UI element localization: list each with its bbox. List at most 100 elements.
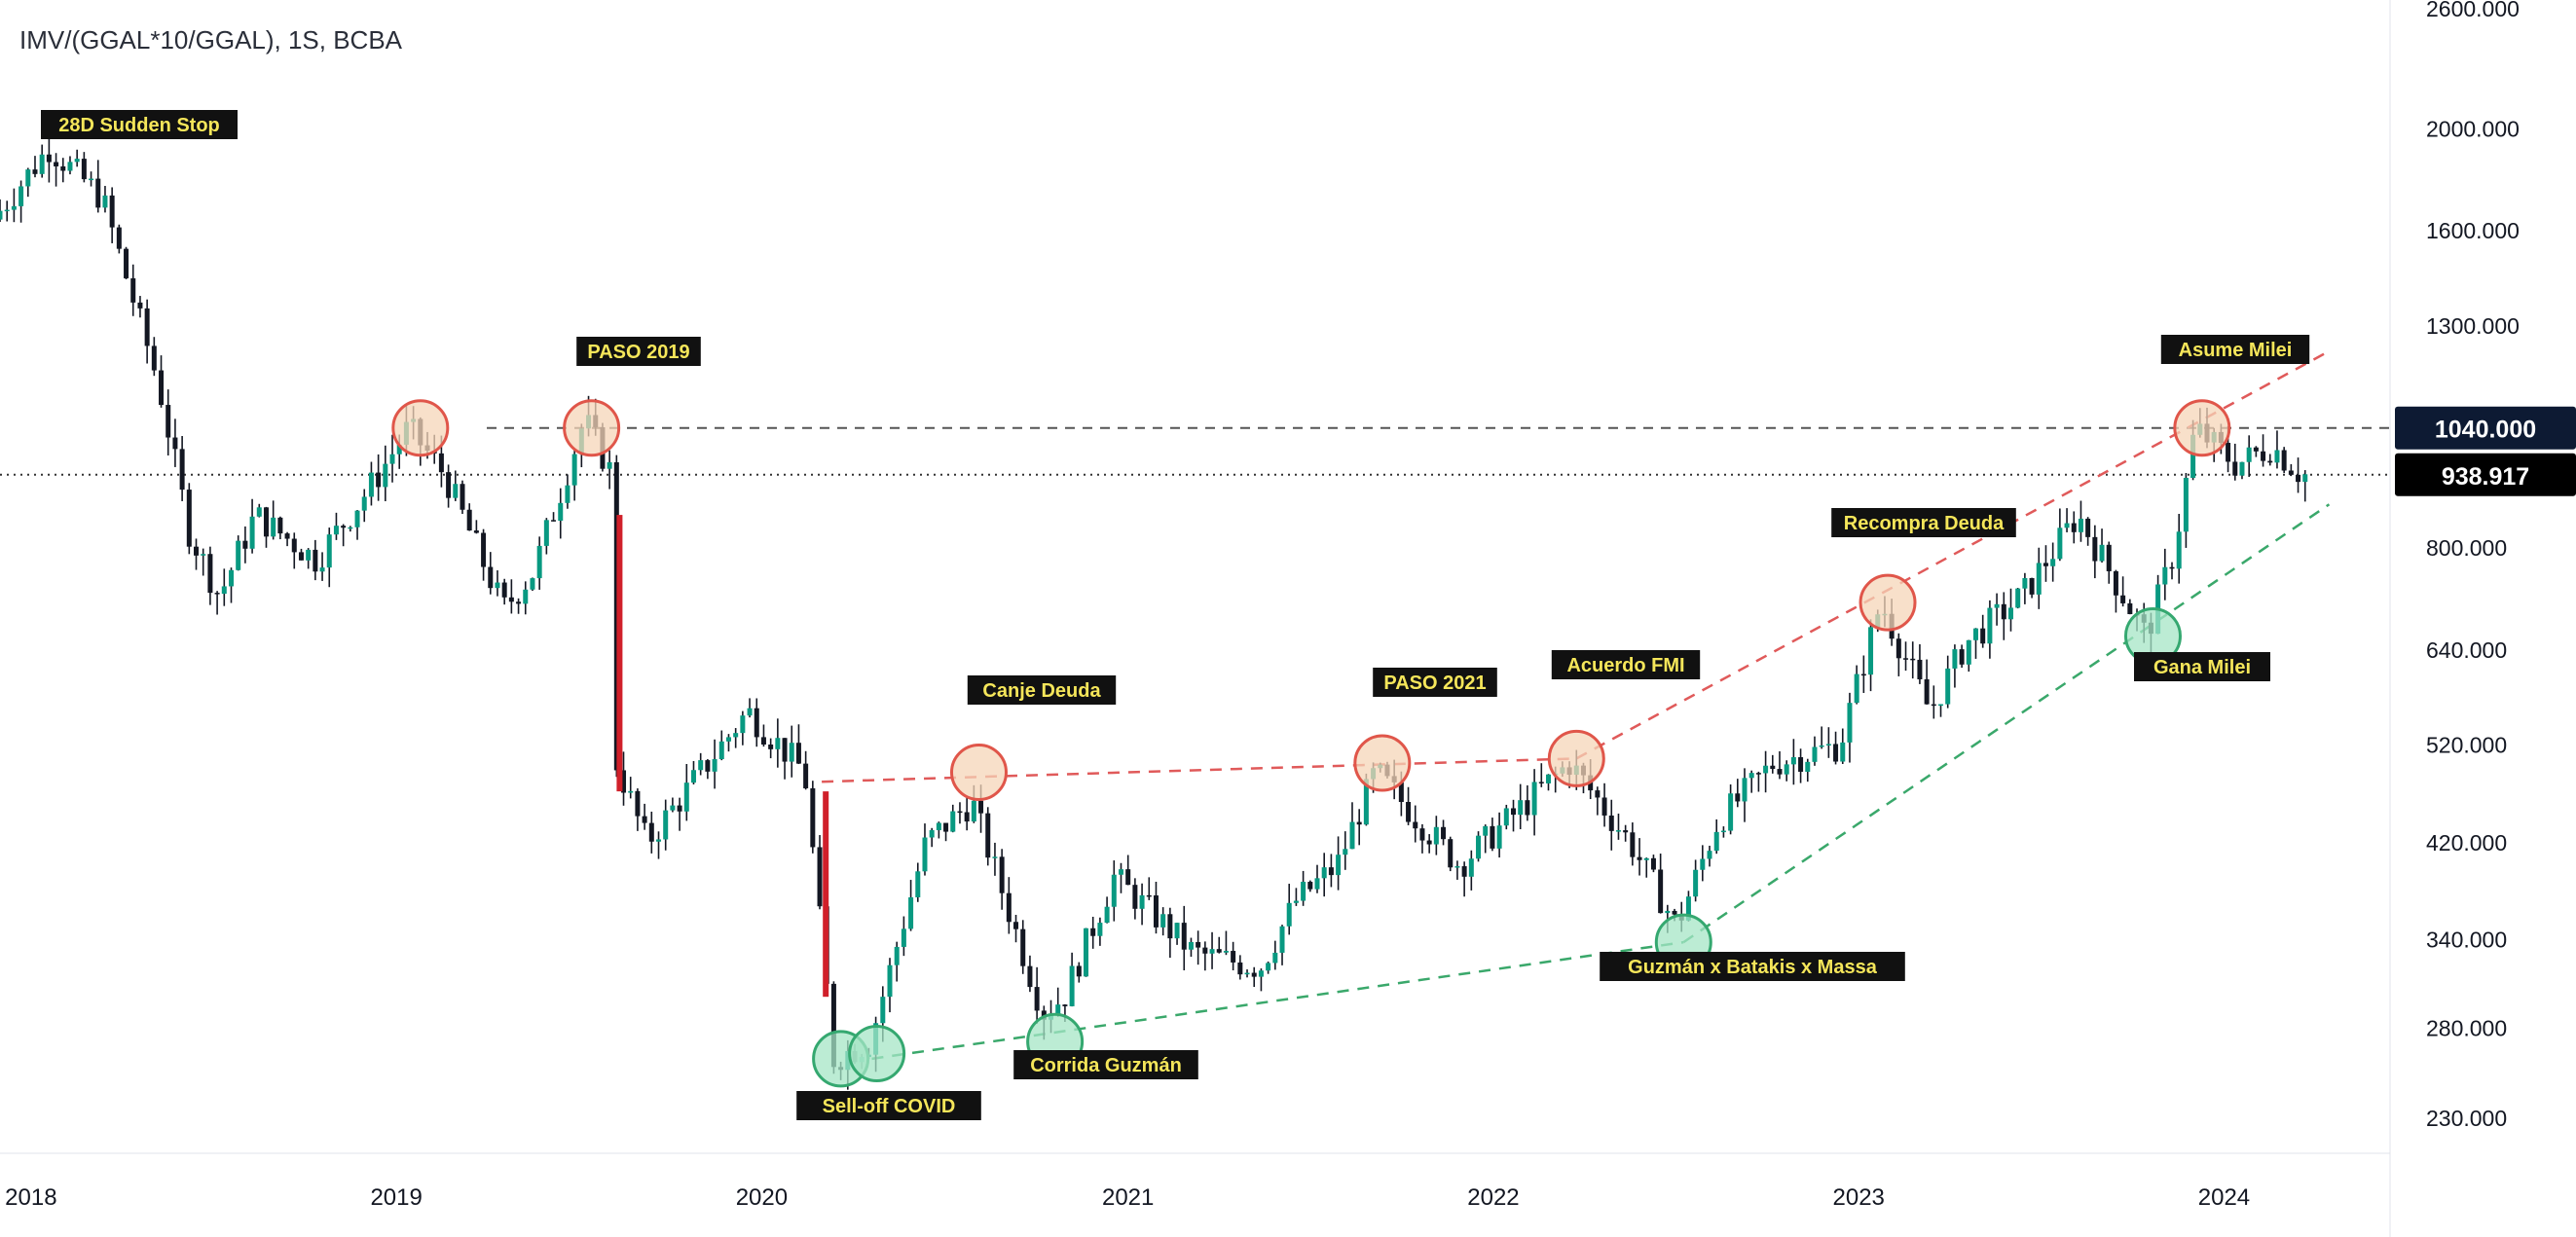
- price-tick-label: 800.000: [2426, 535, 2507, 561]
- candle-body: [1665, 910, 1671, 914]
- candle-body: [1630, 832, 1636, 857]
- candle-body: [1952, 649, 1958, 669]
- annotation-label-bg: [41, 110, 238, 139]
- candle-body: [2106, 544, 2112, 571]
- candle-body: [999, 856, 1005, 893]
- candle-body: [2267, 460, 2273, 463]
- candle-body: [1938, 704, 1944, 707]
- candle-body: [1328, 867, 1334, 876]
- candle-body: [501, 582, 507, 598]
- candle-body: [221, 586, 227, 595]
- candle-body: [1419, 828, 1425, 841]
- red-trendline: [822, 757, 1577, 783]
- candle-body: [46, 154, 52, 163]
- candle-body: [81, 159, 87, 180]
- candle-body: [2015, 588, 2021, 608]
- candle-body: [1272, 952, 1278, 964]
- candle-body: [1742, 778, 1748, 802]
- candle-body: [908, 897, 914, 929]
- candle-body: [1994, 603, 2000, 608]
- candle-body: [102, 195, 108, 208]
- candle-body: [389, 454, 395, 464]
- candle-body: [1763, 765, 1769, 774]
- candle-body: [2274, 450, 2280, 463]
- candle-body: [1111, 874, 1117, 907]
- candle-body: [543, 520, 549, 546]
- candle-body: [2099, 544, 2105, 562]
- candle-body: [2176, 531, 2182, 569]
- candle-body: [495, 582, 500, 589]
- candle-body: [2261, 451, 2266, 461]
- candle-body: [1251, 972, 1257, 977]
- candle-body: [438, 453, 444, 473]
- candle-body: [1490, 825, 1495, 849]
- candle-body: [1650, 857, 1656, 870]
- candle-body: [473, 530, 479, 533]
- candle-body: [1160, 914, 1166, 928]
- candle-body: [453, 484, 459, 498]
- candle-body: [992, 856, 998, 858]
- price-tick-label: 1600.000: [2426, 218, 2520, 243]
- candle-body: [1433, 826, 1439, 845]
- candle-body: [396, 444, 402, 455]
- candle-body: [1279, 926, 1285, 953]
- candle-body: [2001, 603, 2006, 620]
- chart-title: IMV/(GGAL*10/GGAL), 1S, BCBA: [19, 25, 403, 55]
- candle-body: [2169, 566, 2175, 569]
- candle-body: [1755, 773, 1761, 775]
- candle-body: [256, 507, 262, 517]
- candle-body: [1595, 790, 1601, 798]
- candle-body: [32, 169, 38, 174]
- candle-body: [1336, 855, 1342, 876]
- candle-body: [635, 790, 641, 817]
- candle-body: [789, 743, 794, 762]
- annotation-recompra-deuda: Recompra Deuda: [1844, 513, 2005, 534]
- candle-body: [11, 205, 17, 210]
- candle-body: [144, 308, 150, 346]
- candle-body: [957, 811, 963, 814]
- candle-body: [1538, 782, 1544, 783]
- candle-body: [1468, 858, 1474, 877]
- candle-body: [712, 759, 718, 772]
- candle-body: [915, 871, 921, 898]
- candle-body: [1531, 782, 1537, 816]
- annotation-paso-2019: PASO 2019: [587, 342, 689, 363]
- candle-body: [1728, 793, 1734, 831]
- candle-body: [2246, 447, 2252, 462]
- candle-body: [1034, 987, 1040, 1011]
- candle-body: [488, 566, 494, 589]
- candle-body: [943, 822, 949, 832]
- candle-body: [663, 810, 669, 840]
- candle-body: [1615, 830, 1621, 832]
- candle-body: [1476, 835, 1482, 859]
- candle-body: [2036, 563, 2042, 595]
- candle-body: [2232, 461, 2238, 476]
- candle-body: [1784, 764, 1789, 775]
- candle-body: [1798, 757, 1804, 772]
- candle-body: [621, 770, 627, 793]
- candle-body: [1104, 906, 1110, 924]
- candle-body: [922, 837, 928, 872]
- candle-body: [1790, 757, 1796, 765]
- candle-body: [1132, 885, 1138, 909]
- candle-body: [2071, 523, 2077, 532]
- candle-body: [733, 733, 739, 738]
- candle-body: [67, 162, 73, 171]
- candle-body: [4, 209, 10, 212]
- candle-body: [1216, 949, 1222, 953]
- price-tick-label: 340.000: [2426, 927, 2507, 952]
- candle-body: [1735, 793, 1741, 802]
- candle-body: [60, 165, 66, 171]
- candle-body: [109, 195, 115, 228]
- candle-body: [1700, 858, 1706, 870]
- candle-body: [1076, 965, 1082, 977]
- candle-body: [985, 813, 991, 858]
- annotation-asume-milei: Asume Milei: [2179, 340, 2293, 361]
- candle-body: [326, 534, 332, 568]
- candle-body: [964, 812, 970, 822]
- candle-body: [354, 510, 360, 528]
- event-marker-red: [2173, 399, 2231, 457]
- candle-body: [137, 302, 143, 309]
- event-marker-red: [563, 399, 621, 457]
